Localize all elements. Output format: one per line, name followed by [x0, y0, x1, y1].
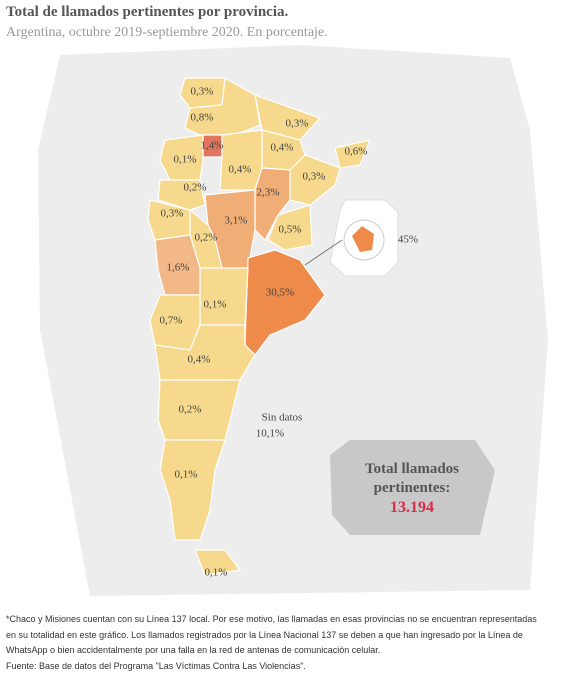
province-label: 0,3% [191, 86, 214, 98]
province-label: 30,5% [266, 287, 294, 299]
province-label: 0,4% [188, 354, 211, 366]
province-label: 0,1% [174, 154, 197, 166]
notes: *Chaco y Misiones cuentan con su Línea 1… [6, 612, 578, 674]
map: Total de llamados pertinentes por provin… [6, 4, 548, 596]
province [199, 267, 249, 326]
inset-caba [352, 226, 374, 252]
province-label: 1,4% [201, 140, 224, 152]
total-box [330, 440, 495, 535]
province-label: 0,2% [195, 232, 218, 244]
no-data-title: Sin datos [262, 412, 303, 424]
province-label: 1,6% [167, 262, 190, 274]
inset-connector [304, 239, 343, 266]
province [219, 129, 263, 191]
note-line: WhatsApp o bien accidentalmente por una … [6, 645, 381, 655]
province-label: 0,7% [160, 315, 183, 327]
province-label: 0,3% [161, 208, 184, 220]
inset-label: 45% [398, 234, 418, 246]
total-value: 13.194 [390, 499, 434, 516]
province [159, 439, 226, 541]
province [184, 77, 261, 136]
note-line: Fuente: Base de datos del Programa "Las … [6, 660, 306, 671]
province [267, 204, 313, 251]
subtitle: Argentina, octubre 2019-septiembre 2020.… [6, 25, 328, 40]
title: Total de llamados pertinentes por provin… [6, 4, 288, 20]
province-label: 3,1% [225, 215, 248, 227]
province-label: 0,3% [303, 171, 326, 183]
total-title-1: Total llamados pertinentes: [365, 461, 459, 496]
province-label: 0,4% [229, 164, 252, 176]
province-label: 0,2% [179, 404, 202, 416]
provinces [147, 77, 371, 576]
province-label: 0,6% [345, 146, 368, 158]
note-line: *Chaco y Misiones cuentan con su Línea 1… [6, 614, 537, 624]
no-data-value: 10,1% [256, 428, 284, 440]
note-line: en su totalidad en este gráfico. Los lla… [6, 629, 523, 640]
province-label: 0,5% [279, 224, 302, 236]
province-label: 0,1% [204, 299, 227, 311]
province-label: 0,2% [184, 182, 207, 194]
province-label: 0,1% [175, 469, 198, 481]
province-label: 0,8% [191, 112, 214, 124]
province-label: 0,1% [205, 567, 228, 579]
province-label: 2,3% [257, 187, 280, 199]
province-label: 0,3% [286, 118, 309, 130]
province [194, 549, 242, 576]
province [157, 179, 206, 211]
province-label: 0,4% [271, 142, 294, 154]
province [334, 139, 371, 169]
